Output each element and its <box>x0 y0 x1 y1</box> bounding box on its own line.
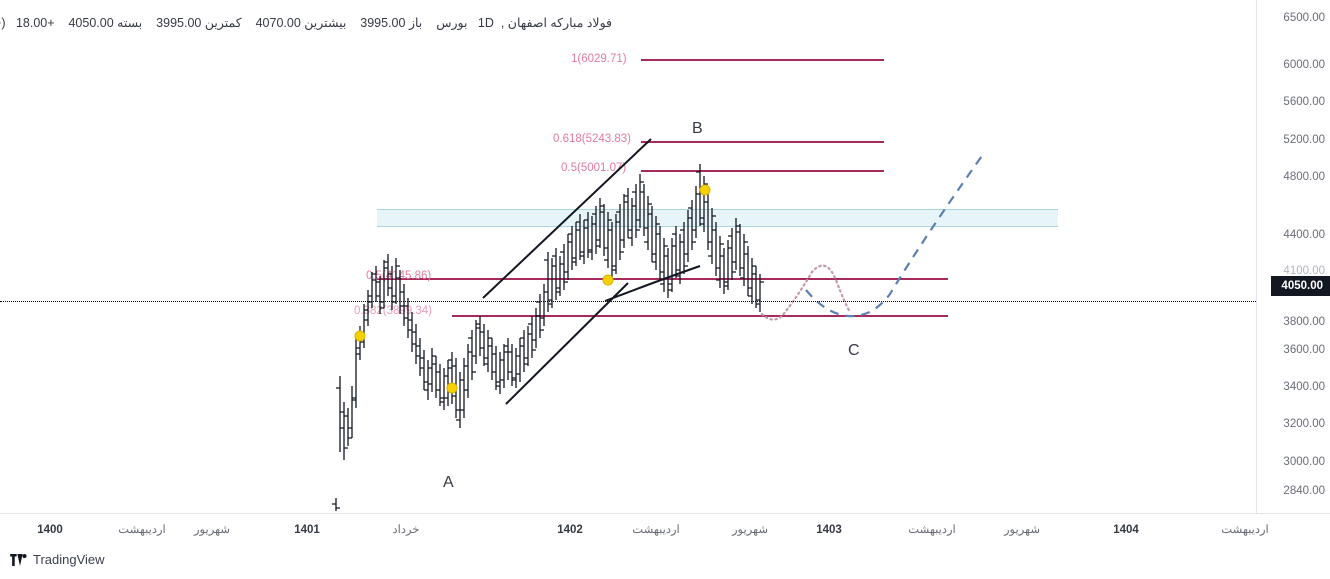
price-tick: 3800.00 <box>1283 316 1325 328</box>
price-bars <box>332 164 764 511</box>
tradingview-brand[interactable]: TradingView <box>10 553 105 567</box>
fib-level-1-label: 1(6029.71) <box>571 53 627 65</box>
time-tick: اردیبهشت <box>118 524 166 536</box>
dashed-projection-path <box>805 152 985 318</box>
last-price-line <box>0 301 1256 302</box>
legend-open-value: 3995.00 <box>360 16 406 30</box>
price-tick: 4100.00 <box>1283 265 1325 277</box>
time-tick: خرداد <box>392 524 420 536</box>
price-tick: 5600.00 <box>1283 96 1325 108</box>
legend-change-abs: +18.00 <box>15 16 55 30</box>
price-tick: 4400.00 <box>1283 229 1325 241</box>
time-tick: اردیبهشت <box>1221 524 1269 536</box>
legend-close-label: بسته <box>117 16 143 30</box>
curved-support-trendline <box>604 265 701 302</box>
chart-pane[interactable]: 1(6029.71) 0.618(5243.83) 0.5(5001.07) 0… <box>0 8 1256 513</box>
pivot-dot-1[interactable] <box>354 330 366 342</box>
fib-level-0618-line[interactable] <box>641 141 884 143</box>
tradingview-brand-label: TradingView <box>33 552 105 567</box>
wave-label-a: A <box>443 474 454 491</box>
legend-low-label: کمترین <box>204 16 242 30</box>
wave-label-c: C <box>848 342 860 359</box>
legend-low-value: 3995.00 <box>156 16 202 30</box>
time-tick: 1401 <box>294 524 320 536</box>
time-tick: شهریور <box>194 524 230 536</box>
legend-open-label: باز <box>408 16 423 30</box>
fib-level-05-top-label: 0.5(5001.07) <box>561 162 627 174</box>
price-tick: 6000.00 <box>1283 59 1325 71</box>
tradingview-logo-icon <box>10 554 27 566</box>
fib-level-0382-line[interactable] <box>452 315 948 317</box>
price-drawing-layer <box>332 138 985 511</box>
price-tick: 6500.00 <box>1283 12 1325 24</box>
lower-trendline <box>505 282 629 405</box>
price-tick: 3200.00 <box>1283 418 1325 430</box>
fib-level-05-mid-label: 0.5(4145.86) <box>366 270 432 282</box>
legend-close-value: 4050.00 <box>68 16 114 30</box>
legend-interval[interactable]: 1D <box>477 16 494 30</box>
legend-exchange: بورس <box>436 16 468 30</box>
wave-label-b: B <box>692 120 703 137</box>
price-axis[interactable]: 6500.00 6000.00 5600.00 5200.00 4800.00 … <box>1256 0 1330 513</box>
fib-level-05-top-line[interactable] <box>641 170 884 172</box>
last-price-badge[interactable]: 4050.00 <box>1271 276 1330 296</box>
fib-level-1-line[interactable] <box>641 59 884 61</box>
chart-legend: فولاد مبارکه اصفهان , 1D بورس باز 3995.0… <box>0 12 612 34</box>
time-tick: اردیبهشت <box>908 524 956 536</box>
legend-sep1: , <box>497 16 505 30</box>
time-tick: 1400 <box>37 524 63 536</box>
time-axis[interactable]: 1400 اردیبهشت شهریور 1401 خرداد 1402 ارد… <box>0 513 1330 544</box>
legend-high-label: بیشترین <box>304 16 347 30</box>
legend-symbol[interactable]: فولاد مبارکه اصفهان <box>507 16 612 30</box>
legend-high-value: 4070.00 <box>255 16 301 30</box>
upper-trendline <box>482 138 652 299</box>
time-tick: اردیبهشت <box>632 524 680 536</box>
price-tick: 5200.00 <box>1283 134 1325 146</box>
time-tick: شهریور <box>732 524 768 536</box>
price-tick: 3600.00 <box>1283 344 1325 356</box>
price-tick: 3400.00 <box>1283 381 1325 393</box>
price-tick: 3000.00 <box>1283 456 1325 468</box>
price-tick: 4800.00 <box>1283 171 1325 183</box>
time-tick: 1404 <box>1113 524 1139 536</box>
fib-level-0618-label: 0.618(5243.83) <box>553 133 632 145</box>
pivot-dot-4[interactable] <box>699 184 711 196</box>
time-tick: 1403 <box>816 524 842 536</box>
legend-change-pct: (+0.45%) <box>0 16 6 30</box>
time-tick: شهریور <box>1004 524 1040 536</box>
price-tick: 2840.00 <box>1283 485 1325 497</box>
pivot-dot-2[interactable] <box>446 382 458 394</box>
dotted-projection-path <box>760 264 852 321</box>
pivot-dot-3[interactable] <box>602 274 614 286</box>
time-tick: 1402 <box>557 524 583 536</box>
supply-zone-rectangle[interactable] <box>377 209 1058 227</box>
